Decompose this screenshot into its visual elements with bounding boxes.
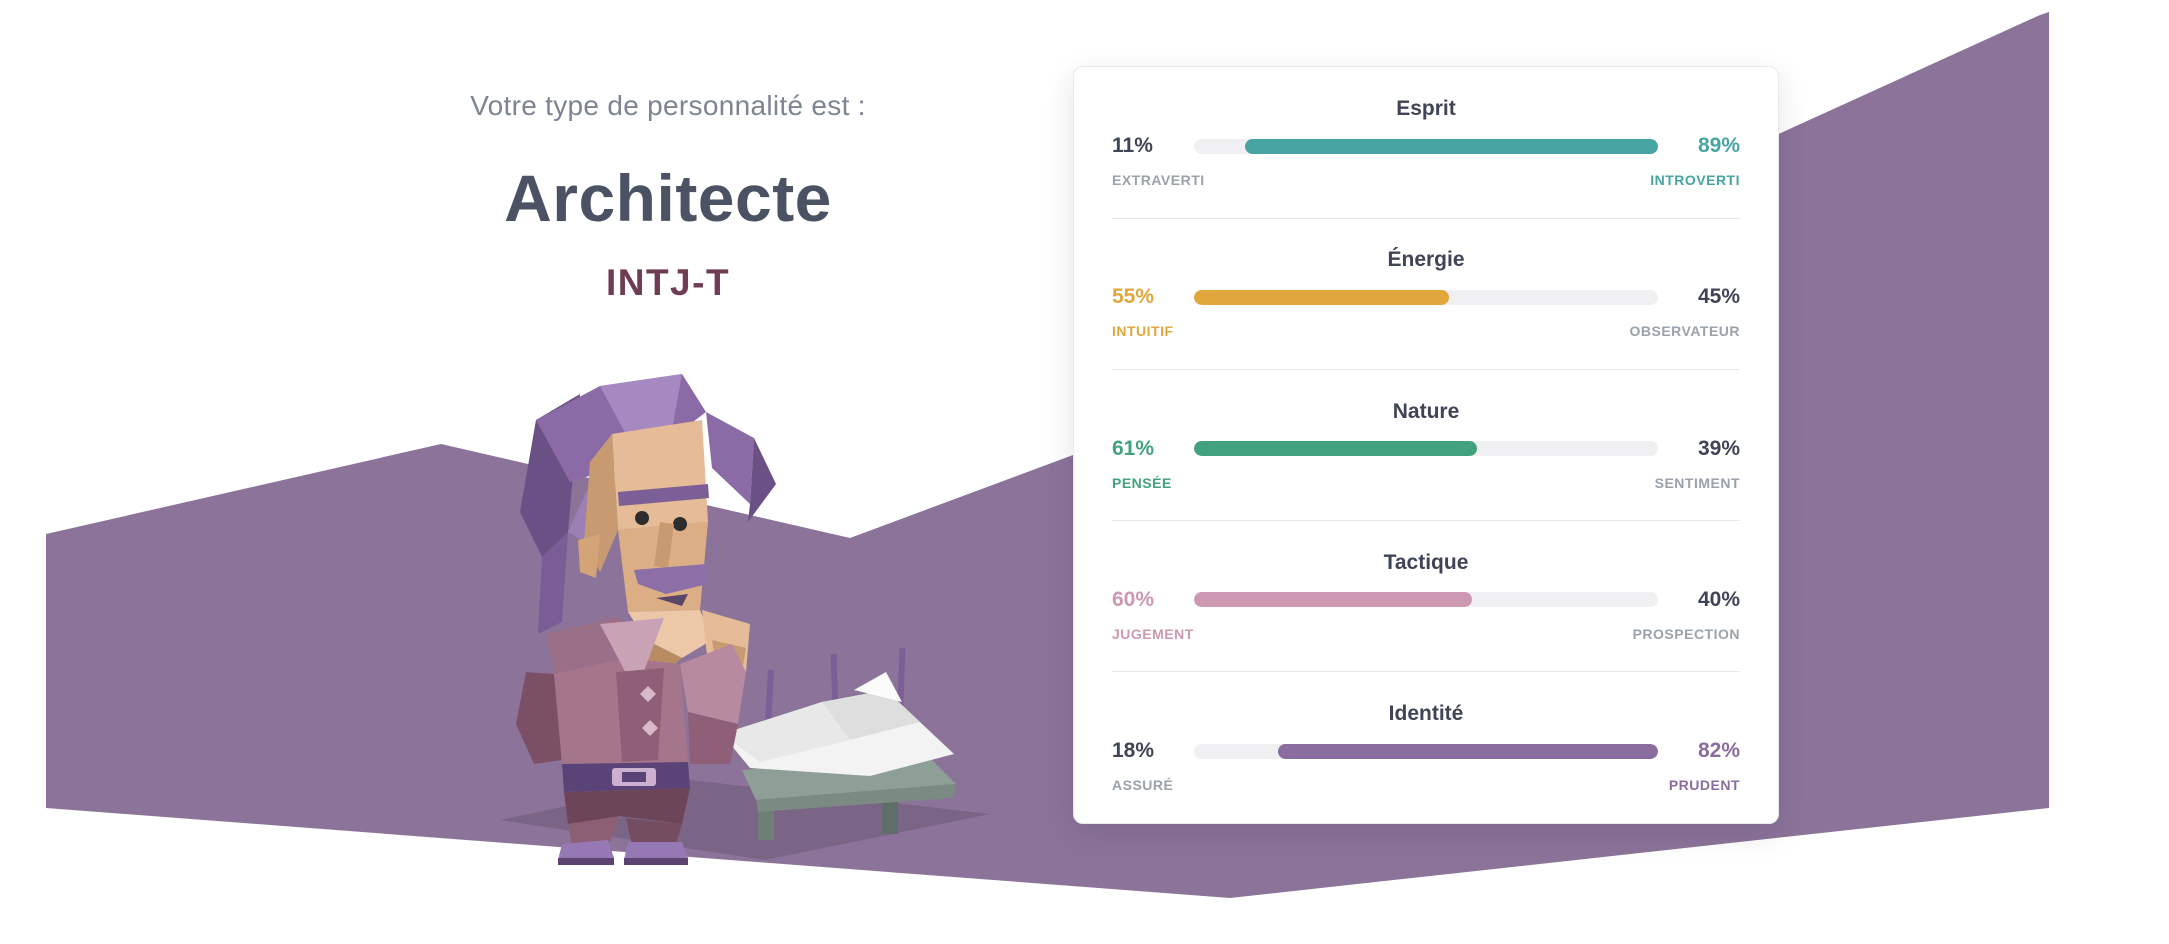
trait-title: Identité — [1388, 702, 1464, 725]
trait-row: Esprit 11% 89% EXTRAVERTI INTROVERTI — [1112, 97, 1740, 188]
trait-right-label: PROSPECTION — [1632, 625, 1740, 642]
trait-left-label: JUGEMENT — [1112, 625, 1194, 642]
trait-bar-fill — [1194, 289, 1450, 305]
trait-title: Tactique — [1383, 550, 1469, 574]
trait-left-percentage: 18% — [1112, 739, 1155, 762]
trait-bar-track — [1194, 289, 1658, 305]
trait-right-label: OBSERVATEUR — [1629, 323, 1740, 340]
trait-title: Esprit — [1396, 97, 1456, 120]
trait-bar-fill — [1245, 138, 1658, 154]
trait-label-line: INTUITIF OBSERVATEUR — [1112, 323, 1740, 339]
trait-title: Nature — [1392, 399, 1460, 423]
trait-left-percentage: 61% — [1112, 436, 1155, 460]
personality-intro: Votre type de personnalité est : — [470, 90, 866, 121]
trait-bar-track — [1194, 441, 1658, 456]
trait-left-label: INTUITIF — [1112, 323, 1174, 340]
trait-right-label: SENTIMENT — [1654, 474, 1740, 491]
trait-right-label: PRUDENT — [1668, 777, 1740, 793]
trait-bar-fill — [1194, 441, 1478, 456]
trait-right-percentage: 82% — [1697, 739, 1740, 762]
trait-left-label: EXTRAVERTI — [1112, 172, 1205, 188]
trait-right-percentage: 89% — [1697, 134, 1740, 157]
personality-header: Votre type de personnalité est : Archite… — [408, 90, 928, 304]
trait-bar-line: 60% 40% — [1112, 588, 1740, 612]
trait-left-label: ASSURÉ — [1112, 777, 1174, 793]
trait-bar-track — [1194, 592, 1658, 608]
personality-code: INTJ-T — [605, 262, 731, 303]
trait-bar-line: 11% 89% — [1112, 134, 1740, 158]
trait-label-line: ASSURÉ PRUDENT — [1112, 777, 1740, 793]
trait-bar-line: 61% 39% — [1112, 437, 1740, 461]
trait-row: Tactique 60% 40% JUGEMENT PROSPECTION — [1112, 551, 1740, 642]
trait-label-line: JUGEMENT PROSPECTION — [1112, 626, 1740, 642]
trait-divider — [1112, 368, 1740, 370]
trait-label-line: PENSÉE SENTIMENT — [1112, 475, 1740, 491]
trait-right-percentage: 45% — [1697, 285, 1740, 309]
trait-divider — [1112, 671, 1740, 673]
trait-bar-track — [1194, 138, 1658, 154]
trait-row: Nature 61% 39% PENSÉE SENTIMENT — [1112, 400, 1740, 491]
trait-bar-line: 18% 82% — [1112, 739, 1740, 763]
trait-right-percentage: 40% — [1697, 587, 1740, 611]
trait-divider — [1112, 520, 1740, 522]
trait-left-percentage: 55% — [1112, 285, 1155, 309]
personality-name: Architecte — [504, 161, 832, 235]
trait-left-percentage: 11% — [1112, 134, 1153, 157]
trait-bar-line: 55% 45% — [1112, 285, 1740, 309]
trait-left-percentage: 60% — [1112, 587, 1155, 611]
trait-left-label: PENSÉE — [1112, 474, 1172, 491]
trait-right-label: INTROVERTI — [1650, 172, 1740, 188]
trait-bar-fill — [1194, 592, 1473, 608]
trait-label-line: EXTRAVERTI INTROVERTI — [1112, 172, 1740, 188]
trait-row: Énergie 55% 45% INTUITIF OBSERVATEUR — [1112, 248, 1740, 339]
trait-title: Énergie — [1387, 248, 1465, 272]
intj-character-illustration — [500, 374, 990, 865]
trait-bar-track — [1194, 743, 1658, 759]
trait-right-percentage: 39% — [1697, 436, 1740, 460]
trait-divider — [1112, 217, 1740, 219]
trait-row: Identité 18% 82% ASSURÉ PRUDENT — [1112, 702, 1740, 793]
trait-bar-fill — [1277, 743, 1658, 759]
traits-card: Esprit 11% 89% EXTRAVERTI INTROVERTI Éne… — [1073, 66, 1779, 824]
